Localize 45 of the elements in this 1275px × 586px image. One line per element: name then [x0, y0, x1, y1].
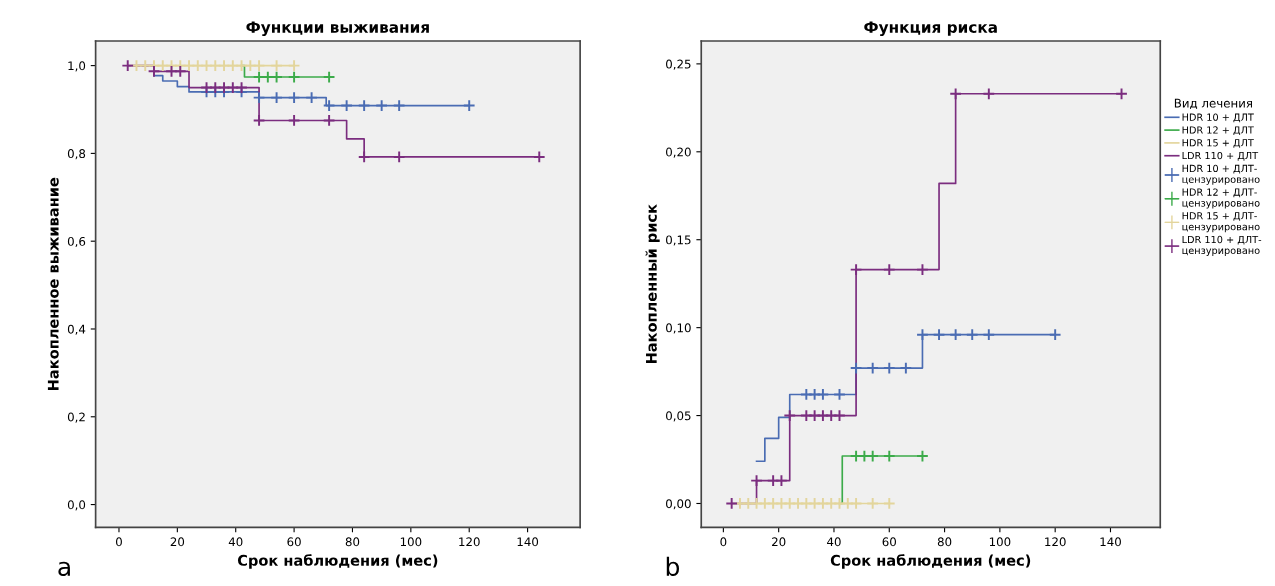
text: b: [666, 556, 680, 576]
x-tick-label: 40: [827, 537, 841, 547]
x-tick-label: 100: [400, 537, 422, 547]
x-tick-label: 60: [882, 537, 896, 547]
legend-label: HDR 15 + ДЛТ: [1182, 139, 1254, 148]
x-tick-label: 60: [287, 537, 301, 547]
x-tick-label: 100: [989, 537, 1011, 547]
x-tick-label: 140: [517, 537, 539, 547]
y-tick-label: 0,0: [67, 500, 86, 511]
y-tick-label: 0,20: [666, 147, 691, 158]
legend-label: HDR 12 + ДЛТ- цензурировано: [1182, 188, 1260, 209]
x-tick-label: 140: [1100, 537, 1121, 547]
legend-label: HDR 10 + ДЛТ: [1182, 113, 1254, 123]
y-tick-label: 0,10: [666, 323, 691, 334]
x-tick-label: 120: [1045, 537, 1066, 547]
x-tick-label: 120: [459, 537, 480, 547]
y-tick-label: 0,8: [67, 149, 86, 160]
x-tick-label: 20: [170, 537, 185, 547]
x-tick-label: 0: [116, 537, 122, 547]
x-tick-label: 20: [772, 537, 786, 547]
y-tick-label: 0,4: [67, 324, 86, 335]
text: a: [58, 561, 70, 576]
y-axis-title: Накопленное выживание: [47, 177, 59, 390]
y-axis-title: Накопленный риск: [645, 204, 660, 364]
y-tick-label: 0,6: [67, 236, 86, 248]
x-tick-label: 0: [720, 537, 727, 547]
y-tick-label: 0,05: [666, 411, 691, 422]
legend-label: LDR 110 + ДЛТ- цензурировано: [1182, 235, 1262, 256]
y-tick-label: 0,25: [666, 59, 691, 70]
legend-label: HDR 12 + ДЛТ: [1182, 126, 1254, 136]
chart-title: Функция риска: [864, 21, 997, 36]
y-tick-label: 0,00: [666, 499, 691, 510]
legend-label: HDR 10 + ДЛТ- цензурировано: [1182, 164, 1260, 185]
legend-label: LDR 110 + ДЛТ: [1182, 151, 1259, 161]
y-tick-label: 0,2: [67, 412, 85, 423]
x-axis-title: Срок наблюдения (мес): [237, 554, 438, 569]
y-tick-label: 0,15: [666, 235, 691, 246]
y-tick-label: 1,0: [68, 61, 86, 72]
x-axis-title: Срок наблюдения (мес): [830, 554, 1031, 569]
legend-label: HDR 15 + ДЛТ- цензурировано: [1182, 212, 1260, 233]
chart-title: Функции выживания: [246, 21, 429, 36]
x-tick-label: 40: [228, 537, 243, 547]
x-tick-label: 80: [937, 537, 952, 547]
x-tick-label: 80: [345, 537, 360, 547]
legend-title: Вид лечения: [1174, 98, 1252, 110]
